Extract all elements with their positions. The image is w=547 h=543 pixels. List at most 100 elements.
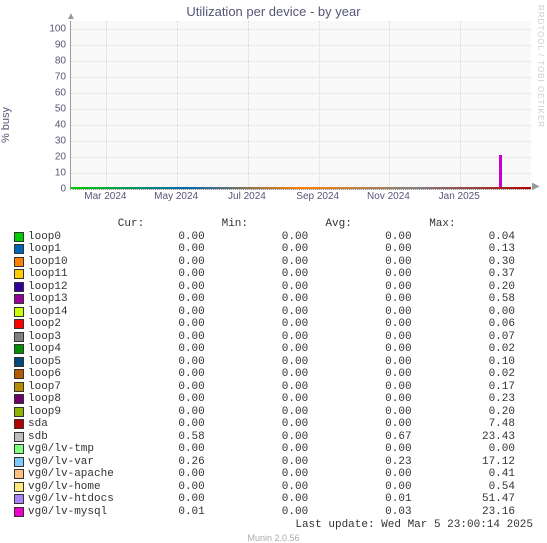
series-avg: 0.00 (326, 256, 429, 269)
series-avg: 0.00 (326, 393, 429, 406)
baseline (71, 187, 531, 189)
series-avg: 0.01 (326, 493, 429, 506)
series-cur: 0.00 (119, 493, 222, 506)
legend-row: vg0/lv-apache0.000.000.000.41 (14, 468, 533, 481)
series-name: loop3 (28, 331, 119, 344)
ytick-label: 60 (42, 88, 66, 99)
legend-row: loop120.000.000.000.20 (14, 281, 533, 294)
series-min: 0.00 (223, 318, 326, 331)
series-cur: 0.00 (119, 243, 222, 256)
legend-swatch (14, 444, 24, 454)
series-cur: 0.00 (119, 256, 222, 269)
series-max: 0.30 (430, 256, 533, 269)
series-max: 0.13 (430, 243, 533, 256)
legend-swatch (14, 369, 24, 379)
ytick-label: 20 (42, 152, 66, 163)
xtick-label: Mar 2024 (84, 191, 126, 202)
xtick-label: Jul 2024 (228, 191, 266, 202)
series-avg: 0.00 (326, 443, 429, 456)
series-max: 0.06 (430, 318, 533, 331)
legend-swatch (14, 394, 24, 404)
legend-swatch (14, 244, 24, 254)
legend-row: loop70.000.000.000.17 (14, 381, 533, 394)
xtick-label: Jan 2025 (439, 191, 480, 202)
series-name: loop14 (28, 306, 119, 319)
series-max: 0.54 (430, 481, 533, 494)
legend-row: loop90.000.000.000.20 (14, 406, 533, 419)
series-cur: 0.26 (119, 456, 222, 469)
series-name: loop4 (28, 343, 119, 356)
series-min: 0.00 (223, 281, 326, 294)
legend-row: loop110.000.000.000.37 (14, 268, 533, 281)
legend-swatch (14, 419, 24, 429)
y-axis-label: % busy (0, 106, 12, 142)
series-name: loop1 (28, 243, 119, 256)
series-max: 0.02 (430, 368, 533, 381)
legend-row: loop80.000.000.000.23 (14, 393, 533, 406)
x-axis-arrow: ▶ (532, 181, 540, 192)
legend-swatch (14, 357, 24, 367)
generator-label: Munin 2.0.56 (0, 533, 547, 543)
series-avg: 0.00 (326, 381, 429, 394)
series-min: 0.00 (223, 456, 326, 469)
series-name: loop13 (28, 293, 119, 306)
series-avg: 0.00 (326, 243, 429, 256)
ytick-label: 30 (42, 136, 66, 147)
series-min: 0.00 (223, 268, 326, 281)
series-max: 0.02 (430, 343, 533, 356)
series-name: loop2 (28, 318, 119, 331)
legend-swatch (14, 507, 24, 517)
series-cur: 0.00 (119, 343, 222, 356)
ytick-label: 70 (42, 72, 66, 83)
series-cur: 0.00 (119, 356, 222, 369)
series-min: 0.00 (223, 293, 326, 306)
series-min: 0.00 (223, 393, 326, 406)
series-name: vg0/lv-mysql (28, 506, 119, 519)
series-avg: 0.00 (326, 418, 429, 431)
series-max: 51.47 (430, 493, 533, 506)
legend-swatch (14, 457, 24, 467)
series-max: 0.10 (430, 356, 533, 369)
legend-row: loop140.000.000.000.00 (14, 306, 533, 319)
series-min: 0.00 (223, 431, 326, 444)
legend-row: sdb0.580.000.6723.43 (14, 431, 533, 444)
ytick-label: 40 (42, 120, 66, 131)
legend-swatch (14, 269, 24, 279)
series-name: vg0/lv-apache (28, 468, 119, 481)
xtick-label: Nov 2024 (367, 191, 410, 202)
legend-swatch (14, 469, 24, 479)
legend-swatch (14, 319, 24, 329)
series-max: 7.48 (430, 418, 533, 431)
series-min: 0.00 (223, 481, 326, 494)
series-name: sdb (28, 431, 119, 444)
series-name: loop8 (28, 393, 119, 406)
series-avg: 0.00 (326, 343, 429, 356)
series-cur: 0.00 (119, 406, 222, 419)
series-cur: 0.00 (119, 468, 222, 481)
series-name: loop12 (28, 281, 119, 294)
xtick-label: Sep 2024 (296, 191, 339, 202)
series-min: 0.00 (223, 343, 326, 356)
chart-area: % busy ▲ ▶ 0102030405060708090100Mar 202… (40, 21, 547, 216)
legend-row: vg0/lv-htdocs0.000.000.0151.47 (14, 493, 533, 506)
legend-row: loop50.000.000.000.10 (14, 356, 533, 369)
legend-swatch (14, 494, 24, 504)
series-cur: 0.01 (119, 506, 222, 519)
gridline-h (71, 29, 531, 30)
legend-row: loop40.000.000.000.02 (14, 343, 533, 356)
legend-row: loop20.000.000.000.06 (14, 318, 533, 331)
series-cur: 0.00 (119, 418, 222, 431)
col-cur: Cur: (118, 218, 222, 231)
chart-title: Utilization per device - by year (0, 0, 547, 21)
series-cur: 0.00 (119, 481, 222, 494)
legend-swatch (14, 232, 24, 242)
legend-swatch (14, 344, 24, 354)
gridline-v (106, 21, 107, 189)
series-min: 0.00 (223, 406, 326, 419)
series-avg: 0.00 (326, 481, 429, 494)
series-avg: 0.00 (326, 268, 429, 281)
data-spike (499, 155, 502, 189)
gridline-v (319, 21, 320, 189)
gridline-h (71, 61, 531, 62)
series-max: 0.23 (430, 393, 533, 406)
